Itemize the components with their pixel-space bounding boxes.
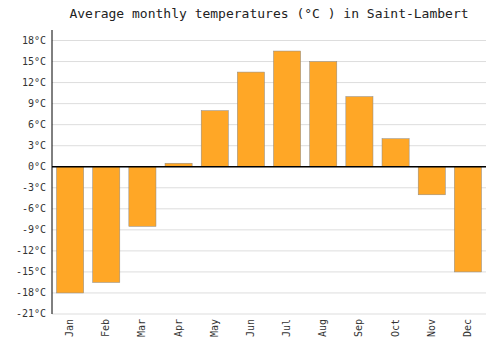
- y-tick-label: 12°C: [22, 77, 46, 88]
- y-tick-label: -6°C: [22, 203, 46, 214]
- bars: [57, 51, 482, 293]
- bar: [93, 167, 120, 283]
- y-tick-label: -15°C: [16, 266, 46, 277]
- grid-line: [52, 314, 486, 315]
- y-tick-label: 6°C: [28, 119, 46, 130]
- x-tick-label: Nov: [426, 319, 437, 337]
- bar: [454, 167, 481, 272]
- bar: [129, 167, 156, 227]
- x-tick-label: May: [209, 319, 220, 337]
- y-tick-label: -21°C: [16, 308, 46, 319]
- chart: Average monthly temperatures (°C ) in Sa…: [0, 0, 500, 350]
- bar: [418, 167, 445, 195]
- y-tick-label: 15°C: [22, 56, 46, 67]
- grid-line: [52, 166, 486, 167]
- grid-line: [52, 61, 486, 62]
- y-tick-label: -9°C: [22, 224, 46, 235]
- x-tick-label: Jul: [281, 319, 292, 337]
- x-tick-label: Feb: [100, 319, 111, 337]
- x-tick-label: Oct: [390, 319, 401, 337]
- zero-line: [52, 166, 486, 168]
- grid-line: [52, 82, 486, 83]
- bar: [346, 97, 373, 167]
- y-tick-label: -3°C: [22, 182, 46, 193]
- y-tick-label: 9°C: [28, 98, 46, 109]
- bar: [310, 62, 337, 167]
- grid-line: [52, 40, 486, 41]
- grid: [52, 41, 486, 314]
- title: Average monthly temperatures (°C ) in Sa…: [69, 6, 468, 21]
- grid-line: [52, 103, 486, 104]
- y-tick-label: -18°C: [16, 287, 46, 298]
- grid-line: [52, 292, 486, 293]
- x-tick-label: Jun: [245, 319, 256, 337]
- bar: [57, 167, 84, 293]
- bar: [274, 51, 301, 167]
- x-tick-label: Jan: [64, 319, 75, 337]
- chart-container: Average monthly temperatures (°C ) in Sa…: [0, 0, 500, 350]
- x-tick-label: Apr: [173, 319, 184, 337]
- bar: [201, 111, 228, 167]
- x-tick-label: Sep: [353, 319, 364, 337]
- x-tick-label: Aug: [317, 319, 328, 337]
- y-tick-label: 0°C: [28, 161, 46, 172]
- y-tick-label: 18°C: [22, 35, 46, 46]
- grid-line: [52, 124, 486, 125]
- y-tick-label: 3°C: [28, 140, 46, 151]
- bar: [237, 72, 264, 167]
- x-tick-label: Mar: [136, 319, 147, 337]
- x-tick-label: Dec: [462, 319, 473, 337]
- y-tick-label: -12°C: [16, 245, 46, 256]
- bar: [382, 139, 409, 167]
- grid-line: [52, 145, 486, 146]
- y-axis-line: [52, 30, 53, 314]
